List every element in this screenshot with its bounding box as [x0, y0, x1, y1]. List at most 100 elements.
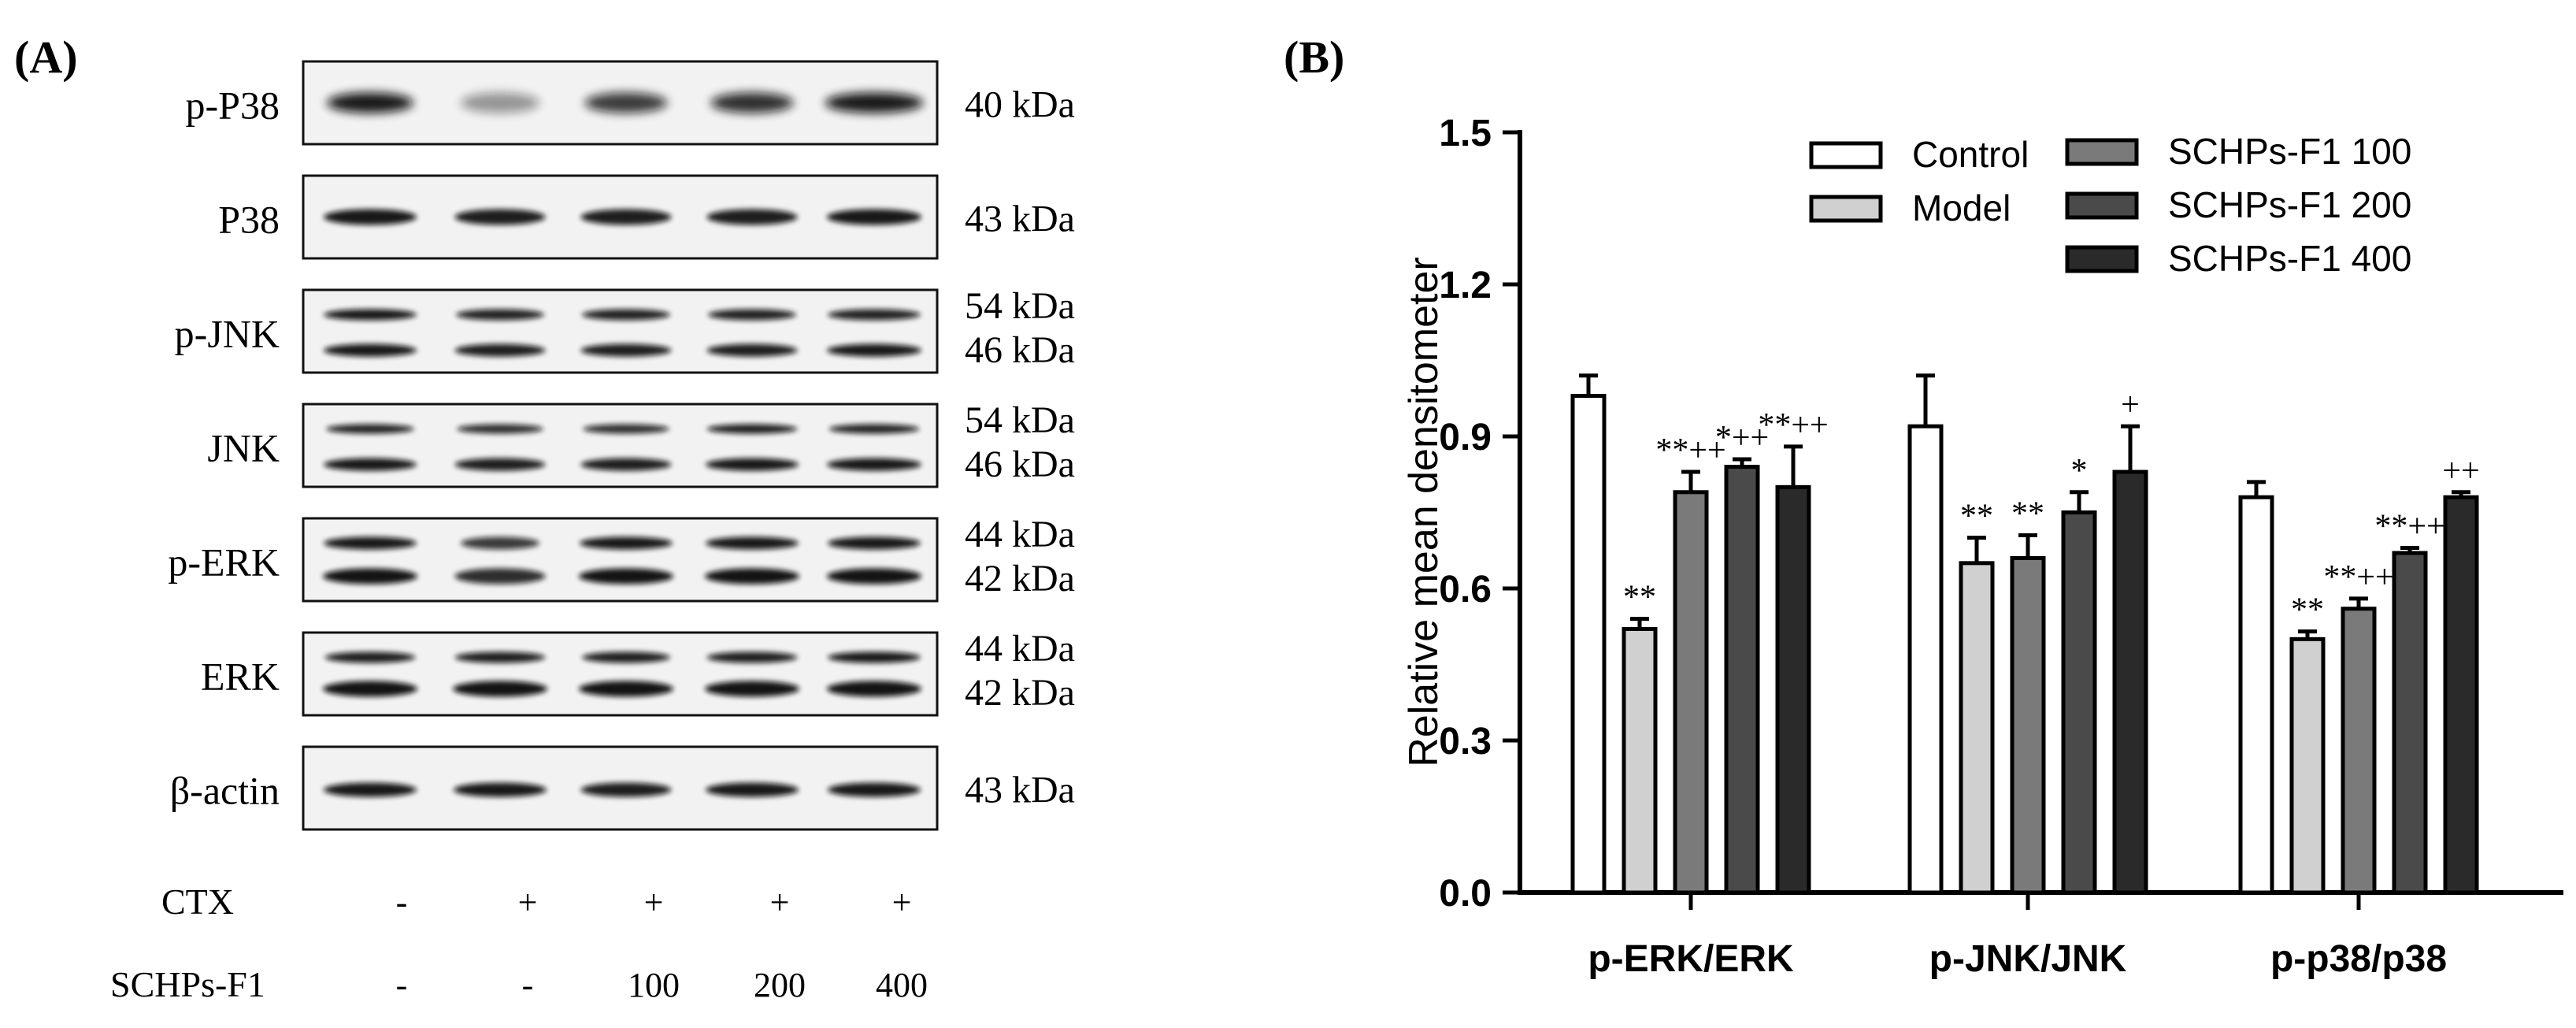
blot-band [706, 651, 798, 663]
bar [1775, 484, 1811, 895]
significance-label: **++ [2323, 559, 2393, 596]
blot-frame [302, 631, 939, 717]
treatment-value: 400 [876, 966, 928, 1004]
blot-band [324, 209, 417, 225]
bar [2392, 551, 2428, 895]
blot-band [582, 651, 670, 663]
significance-label: ** [1623, 580, 1656, 616]
kda-label: 44 kDa [965, 628, 1075, 670]
blot-band [827, 568, 921, 585]
panel-a-label: (A) [14, 32, 78, 83]
blot-band [710, 92, 794, 113]
bar [2443, 495, 2479, 895]
x-axis: p-ERK/ERK p-JNK/JNK p-p38/p38 [1518, 890, 2563, 980]
legend-item: Control [1809, 134, 2029, 175]
blot-label: p-P38 [186, 84, 280, 128]
blot-band [326, 424, 414, 434]
kda-label: 46 kDa [965, 329, 1075, 371]
legend-item: SCHPs-F1 400 [2065, 238, 2411, 279]
x-tick-label: p-JNK/JNK [1929, 938, 2127, 980]
y-tick-label: 1.2 [1439, 265, 1492, 306]
blot-band [827, 681, 921, 697]
y-axis: 0.0 0.3 0.6 0.9 1.2 1.5 [1439, 113, 1522, 915]
series-2: **++****++ [1655, 432, 2394, 895]
blot-label: ERK [201, 655, 280, 699]
treatment-value: 100 [628, 966, 680, 1004]
blot-band [461, 92, 539, 113]
blot-band [827, 209, 921, 225]
panel-b-bar-chart: (B) 0.0 0.3 0.6 0.9 1.2 1.5 p-ERK/ERK p-JNK/JN… [1181, 0, 2576, 1028]
blot-band [324, 536, 417, 550]
treatment-label: SCHPs-F1 [110, 964, 265, 1004]
blot-band [457, 424, 543, 434]
blot-band [580, 458, 672, 471]
blot-band [827, 343, 921, 357]
blot-band [582, 309, 670, 321]
legend-swatch [1809, 195, 1883, 223]
significance-label: ++ [2442, 453, 2479, 489]
bar [1673, 490, 1709, 895]
blot-band [454, 568, 546, 585]
significance-label: **++ [2374, 509, 2444, 545]
blot-label: p-ERK [168, 540, 280, 585]
blot-band [580, 343, 672, 357]
bar [2289, 636, 2326, 895]
bar [2010, 555, 2046, 895]
blot-band [580, 536, 673, 550]
blot-band [706, 209, 798, 225]
treatment-rows: CTX - + + + + SCHPs-F1 - - 100 200 400 [110, 881, 928, 1004]
bar [1724, 465, 1760, 895]
significance-label: ** [1960, 499, 1993, 535]
series-4: **+++++ [1758, 387, 2480, 895]
bar [1907, 424, 1944, 895]
treatment-value: + [518, 883, 538, 922]
legend-label: SCHPs-F1 100 [2168, 131, 2411, 172]
kda-label: 46 kDa [965, 443, 1075, 485]
legend-label: Control [1912, 134, 2029, 175]
blot-row-p38: P38 43 kDa [218, 174, 1075, 260]
blot-band [579, 568, 673, 585]
significance-label: *++ [1715, 420, 1769, 456]
blot-band [324, 309, 417, 321]
blot-band [706, 458, 799, 471]
blot-band [580, 209, 672, 225]
significance-label: ** [2011, 495, 2044, 532]
y-tick-label: 0.9 [1439, 417, 1492, 458]
y-tick-label: 0.0 [1439, 873, 1492, 915]
blot-band [706, 782, 799, 797]
blot-band [454, 209, 546, 225]
series-3: *++ * **++ [1715, 420, 2445, 895]
blot-band [323, 568, 417, 585]
legend-label: SCHPs-F1 200 [2168, 184, 2411, 225]
blot-frame [302, 517, 939, 603]
blot-band [828, 424, 920, 434]
blot-band [324, 782, 417, 797]
blot-band [828, 309, 921, 321]
blot-band [706, 343, 798, 357]
bar-chart: (B) 0.0 0.3 0.6 0.9 1.2 1.5 p-ERK/ERK p-JNK/JN… [1284, 32, 2563, 980]
blot-band [706, 536, 799, 550]
kda-label: 40 kDa [965, 84, 1075, 126]
legend-label: SCHPs-F1 400 [2168, 238, 2411, 279]
legend-swatch [2065, 245, 2139, 273]
kda-label: 54 kDa [965, 399, 1075, 441]
y-tick-label: 1.5 [1439, 113, 1492, 154]
blot-band [705, 681, 799, 697]
kda-label: 54 kDa [965, 285, 1075, 327]
blot-band [453, 681, 547, 697]
blot-band [454, 343, 546, 357]
y-tick-label: 0.3 [1439, 721, 1492, 763]
blot-band [579, 681, 673, 697]
treatment-value: - [396, 883, 408, 922]
significance-label: **++ [1758, 407, 1828, 443]
treatment-value: + [892, 883, 912, 922]
x-tick-label: p-ERK/ERK [1588, 938, 1794, 980]
blot-band [454, 458, 546, 471]
blot-band [828, 536, 921, 550]
significance-label: ** [2291, 592, 2324, 629]
